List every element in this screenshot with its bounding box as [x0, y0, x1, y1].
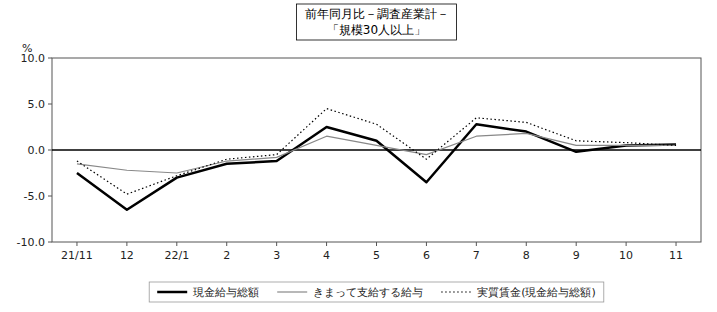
legend-swatch	[157, 291, 187, 294]
x-tick-label: 11	[669, 249, 683, 262]
x-tick-label: 10	[619, 249, 633, 262]
series-group	[77, 109, 676, 210]
legend-item: 現金給与総額	[157, 286, 259, 299]
x-tick	[176, 242, 177, 246]
x-tick	[576, 242, 577, 246]
legend-item: きまって支給する給与	[277, 286, 423, 299]
x-tick-label: 7	[473, 249, 480, 262]
legend-swatch	[277, 291, 307, 292]
subtitle: 「規模30人以上」	[327, 23, 426, 37]
y-tick-label: 5.0	[28, 98, 46, 111]
y-tick	[48, 196, 52, 197]
title-box: 前年同月比－調査産業計－ 「規模30人以上」	[297, 4, 457, 40]
legend-label: きまって支給する給与	[313, 286, 423, 299]
x-tick	[426, 242, 427, 246]
legend: 現金給与総額 きまって支給する給与 実質賃金(現金給与総額)	[149, 282, 604, 302]
chart: -10.0-5.00.05.010.021/111222/12345678910…	[0, 0, 717, 312]
x-tick-label: 12	[120, 249, 134, 262]
y-tick-label: -10.0	[17, 236, 45, 249]
legend-label: 現金給与総額	[193, 286, 259, 299]
x-tick	[476, 242, 477, 246]
title: 前年同月比－調査産業計－	[305, 7, 449, 21]
axes: -10.0-5.00.05.010.021/111222/12345678910…	[17, 52, 701, 262]
x-tick	[676, 242, 677, 246]
y-tick-label: -5.0	[24, 190, 45, 203]
legend-item: 実質賃金(現金給与総額)	[441, 286, 596, 299]
x-tick-label: 2	[223, 249, 230, 262]
series-line	[77, 133, 676, 173]
x-tick	[326, 242, 327, 246]
series-line	[77, 124, 676, 210]
x-tick	[76, 242, 77, 246]
x-tick	[376, 242, 377, 246]
title-frame	[297, 4, 457, 40]
plot-frame	[52, 58, 701, 242]
x-tick-label: 6	[423, 249, 430, 262]
y-tick	[48, 104, 52, 105]
x-tick	[226, 242, 227, 246]
x-tick-label: 8	[523, 249, 530, 262]
x-tick-label: 21/11	[61, 249, 93, 262]
y-tick	[48, 242, 52, 243]
x-tick	[526, 242, 527, 246]
x-tick-label: 9	[573, 249, 580, 262]
series-line	[77, 109, 676, 195]
x-tick	[626, 242, 627, 246]
legend-label: 実質賃金(現金給与総額)	[477, 286, 596, 299]
x-tick-label: 22/1	[164, 249, 189, 262]
x-tick-label: 5	[373, 249, 380, 262]
x-tick	[276, 242, 277, 246]
y-tick-label: 0.0	[28, 144, 46, 157]
legend-swatch	[441, 291, 471, 292]
legend-frame	[149, 282, 604, 302]
y-axis-label: %	[22, 42, 32, 55]
y-tick	[48, 150, 52, 151]
x-tick-label: 4	[323, 249, 330, 262]
x-tick-label: 3	[273, 249, 280, 262]
y-tick	[48, 58, 52, 59]
x-tick	[126, 242, 127, 246]
